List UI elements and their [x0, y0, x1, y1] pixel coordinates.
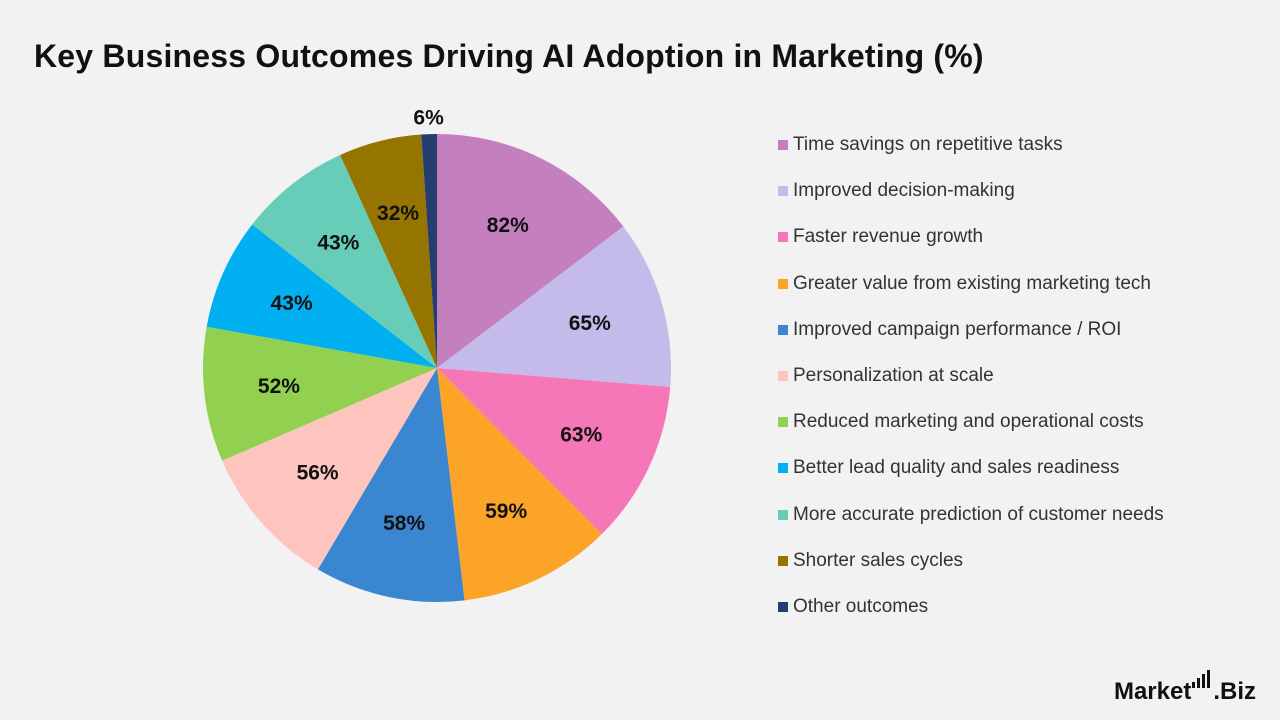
legend-label-10: Shorter sales cycles	[793, 549, 964, 571]
pie-chart: 82% 65% 63% 59% 58% 56% 52% 43% 43% 32% 6%	[202, 107, 671, 602]
pie-slice-4	[437, 368, 602, 601]
legend-label-6: Personalization at scale	[793, 365, 994, 387]
brand-logo: Market .Biz	[1114, 670, 1256, 706]
pie-slice-3	[437, 368, 671, 535]
data-label-4: 59%	[485, 500, 527, 523]
legend-swatch-6	[778, 371, 788, 382]
legend-label-1: Time savings on repetitive tasks	[793, 134, 1063, 156]
legend-swatch-1	[778, 140, 788, 151]
chart-legend: Time savings on repetitive tasks Improved…	[778, 122, 1258, 630]
legend-swatch-9	[778, 509, 788, 520]
pie-slice-7	[202, 326, 437, 461]
legend-item-11: Other outcomes	[778, 584, 1258, 630]
chart-title: Key Business Outcomes Driving AI Adoptio…	[34, 38, 984, 74]
legend-item-6: Personalization at scale	[778, 353, 1258, 399]
legend-label-9: More accurate prediction of customer nee…	[793, 503, 1164, 525]
legend-item-9: More accurate prediction of customer nee…	[778, 492, 1258, 538]
legend-swatch-10	[778, 555, 788, 566]
data-label-2: 65%	[569, 312, 611, 335]
legend-item-10: Shorter sales cycles	[778, 538, 1258, 584]
legend-swatch-5	[778, 324, 788, 335]
legend-label-4: Greater value from existing marketing te…	[793, 272, 1151, 294]
pie-slice-10	[340, 134, 437, 368]
legend-item-4: Greater value from existing marketing te…	[778, 261, 1258, 307]
data-label-3: 63%	[560, 424, 602, 447]
data-label-11: 6%	[413, 107, 444, 130]
legend-item-3: Faster revenue growth	[778, 214, 1258, 260]
pie-slice-1	[437, 134, 624, 368]
pie-slice-11	[421, 134, 437, 368]
legend-item-2: Improved decision-making	[778, 168, 1258, 214]
data-label-5: 58%	[383, 512, 425, 535]
data-label-9: 43%	[317, 232, 359, 255]
pie-slice-6	[222, 368, 437, 570]
brand-name-part1: Market	[1113, 678, 1192, 705]
data-label-7: 52%	[258, 375, 300, 398]
legend-label-8: Better lead quality and sales readiness	[793, 457, 1120, 479]
legend-item-7: Reduced marketing and operational costs	[778, 399, 1258, 445]
pie-slice-2	[437, 226, 671, 388]
pie-slice-9	[252, 155, 437, 368]
data-label-8: 43%	[271, 292, 313, 315]
legend-item-5: Improved campaign performance / ROI	[778, 307, 1258, 353]
brand-bars-icon	[1192, 670, 1212, 688]
legend-swatch-7	[778, 417, 788, 428]
data-label-10: 32%	[377, 202, 419, 225]
legend-swatch-8	[778, 463, 788, 474]
legend-label-5: Improved campaign performance / ROI	[793, 318, 1122, 340]
data-label-6: 56%	[297, 462, 339, 485]
legend-swatch-4	[778, 278, 788, 289]
legend-swatch-11	[778, 601, 788, 612]
legend-swatch-3	[778, 232, 788, 243]
legend-item-8: Better lead quality and sales readiness	[778, 445, 1258, 491]
legend-item-1: Time savings on repetitive tasks	[778, 122, 1258, 168]
legend-label-3: Faster revenue growth	[793, 226, 984, 248]
legend-label-11: Other outcomes	[793, 595, 929, 617]
brand-name-part2: .Biz	[1213, 678, 1256, 705]
legend-label-2: Improved decision-making	[793, 180, 1015, 202]
pie-slice-8	[206, 224, 437, 368]
legend-swatch-2	[778, 186, 788, 197]
legend-label-7: Reduced marketing and operational costs	[793, 411, 1144, 433]
data-label-1: 82%	[487, 214, 529, 237]
pie-slice-5	[317, 368, 465, 602]
